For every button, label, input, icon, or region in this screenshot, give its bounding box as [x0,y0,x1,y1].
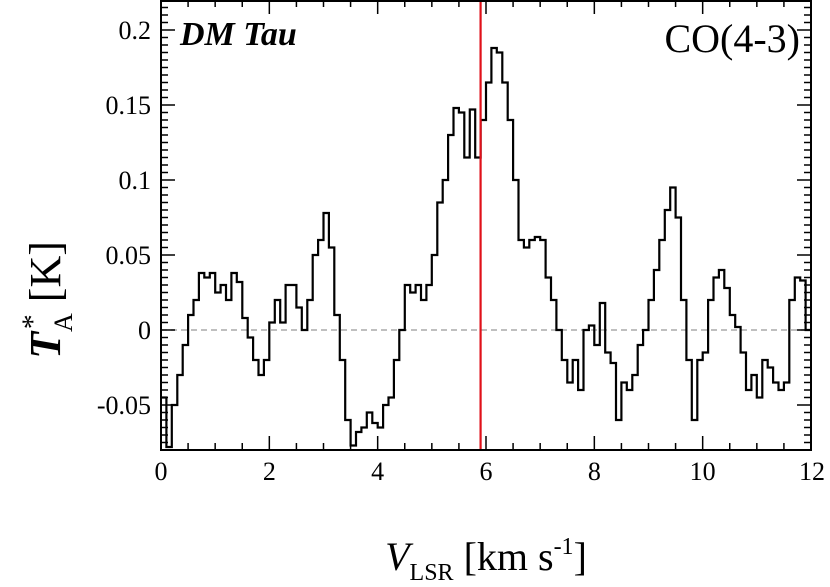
x-axis-unit-close: ] [574,534,587,579]
y-axis-subscript: A [49,313,78,332]
y-tick-label: 0.05 [106,241,152,270]
plot-area [161,0,811,450]
spectrum-line [161,46,811,449]
x-axis-title: VLSR [km s-1] [385,534,587,586]
x-axis-unit-exponent: -1 [554,534,574,560]
x-tick-label: 12 [799,457,825,486]
y-tick-label: 0.2 [119,16,152,45]
x-tick-label: 2 [263,457,276,486]
y-tick-label: 0.15 [106,91,152,120]
x-tick-label: 8 [588,457,601,486]
x-axis-subscript: LSR [410,560,454,586]
x-tick-labels: 0 2 4 6 8 10 12 [155,457,826,486]
y-tick-label: -0.05 [97,391,151,420]
y-axis-superscript: * [16,314,49,329]
x-axis-unit: [km s [464,534,554,579]
y-tick-label: 0 [138,316,151,345]
line-label: CO(4-3) [664,16,800,61]
source-label: DM Tau [179,16,297,53]
y-tick-label: 0.1 [119,166,152,195]
y-axis-title: TA* [K] [16,241,78,359]
y-tick-labels: -0.05 0 0.05 0.1 0.15 0.2 [97,16,151,420]
x-tick-label: 10 [690,457,716,486]
ticks [160,0,812,451]
x-tick-label: 0 [155,457,168,486]
x-tick-label: 6 [480,457,493,486]
x-axis-symbol: V [385,534,414,579]
x-tick-label: 4 [371,457,384,486]
y-axis-symbol: T [21,330,70,359]
y-axis-unit: [K] [21,241,70,302]
plot-frame [160,0,812,451]
